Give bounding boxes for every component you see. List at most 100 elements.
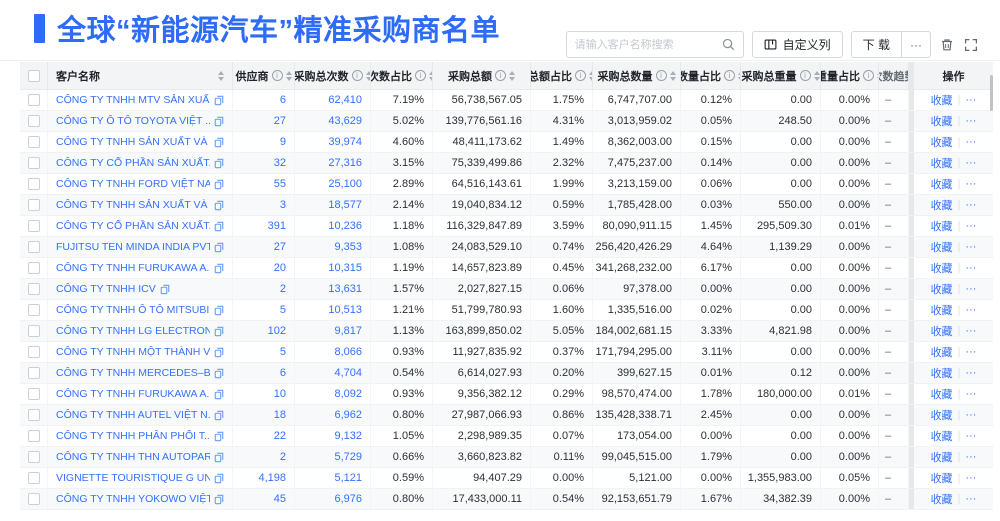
favorite-button[interactable]: 收藏	[930, 452, 953, 464]
copy-icon[interactable]	[214, 263, 224, 274]
row-checkbox[interactable]	[27, 472, 40, 484]
row-checkbox[interactable]	[27, 346, 40, 358]
sort-icon[interactable]	[877, 70, 878, 81]
row-more-button[interactable]: ···	[965, 388, 977, 400]
row-more-button[interactable]: ···	[965, 199, 977, 211]
header-qty-pct[interactable]: 数量占比 i	[681, 62, 741, 89]
row-more-button[interactable]: ···	[965, 220, 977, 232]
row-checkbox[interactable]	[27, 94, 40, 106]
row-more-button[interactable]: ···	[965, 409, 977, 421]
favorite-button[interactable]: 收藏	[930, 95, 953, 107]
header-purchase-qty[interactable]: 采购总数量 i	[593, 62, 681, 89]
sort-icon[interactable]	[218, 70, 224, 81]
header-times-pct[interactable]: 次数占比 i	[371, 62, 433, 89]
customer-name-link[interactable]: CÔNG TY CỔ PHẦN SẢN XUẤT...	[56, 220, 210, 232]
favorite-button[interactable]: 收藏	[930, 200, 953, 212]
row-checkbox[interactable]	[27, 409, 40, 421]
row-more-button[interactable]: ···	[965, 136, 977, 148]
row-more-button[interactable]: ···	[965, 157, 977, 169]
copy-icon[interactable]	[214, 473, 224, 484]
customer-search-box[interactable]	[565, 31, 744, 58]
customer-name-link[interactable]: CÔNG TY TNHH MỘT THÀNH V...	[56, 346, 210, 358]
row-more-button[interactable]: ···	[965, 451, 977, 463]
copy-icon[interactable]	[214, 452, 224, 463]
row-checkbox[interactable]	[27, 199, 40, 211]
customer-name-link[interactable]: CÔNG TY TNHH SẢN XUẤT VÀ ...	[56, 199, 210, 211]
customize-columns-button[interactable]: 自定义列	[751, 31, 843, 58]
copy-icon[interactable]	[214, 242, 224, 253]
sort-icon[interactable]	[365, 70, 370, 81]
favorite-button[interactable]: 收藏	[930, 263, 953, 275]
row-checkbox[interactable]	[27, 367, 40, 379]
customer-name-link[interactable]: CÔNG TY TNHH Ô TÔ MITSUBI...	[56, 304, 210, 316]
row-checkbox[interactable]	[27, 241, 40, 253]
row-more-button[interactable]: ···	[965, 262, 977, 274]
copy-icon[interactable]	[214, 389, 224, 400]
row-checkbox[interactable]	[27, 430, 40, 442]
info-icon[interactable]: i	[863, 70, 874, 81]
favorite-button[interactable]: 收藏	[930, 368, 953, 380]
sort-icon[interactable]	[669, 70, 676, 81]
row-more-button[interactable]: ···	[965, 430, 977, 442]
copy-icon[interactable]	[214, 95, 224, 106]
header-amount-pct[interactable]: 总额占比 i	[531, 62, 593, 89]
copy-icon[interactable]	[160, 284, 170, 295]
row-more-button[interactable]: ···	[965, 472, 977, 484]
copy-icon[interactable]	[214, 326, 224, 337]
info-icon[interactable]: i	[271, 70, 283, 81]
row-checkbox[interactable]	[27, 493, 40, 505]
favorite-button[interactable]: 收藏	[930, 221, 953, 233]
favorite-button[interactable]: 收藏	[930, 284, 953, 296]
customer-name-link[interactable]: CÔNG TY TNHH ICV	[56, 283, 156, 295]
favorite-button[interactable]: 收藏	[930, 242, 953, 254]
row-checkbox[interactable]	[27, 451, 40, 463]
customer-name-link[interactable]: CÔNG TY TNHH SẢN XUẤT VÀ ...	[56, 136, 210, 148]
customer-name-link[interactable]: CÔNG TY TNHH AUTEL VIỆT N...	[56, 409, 210, 421]
sort-icon[interactable]	[509, 70, 515, 81]
row-more-button[interactable]: ···	[965, 178, 977, 190]
info-icon[interactable]: i	[351, 70, 363, 81]
favorite-button[interactable]: 收藏	[930, 116, 953, 128]
download-button[interactable]: 下 载	[850, 31, 902, 58]
info-icon[interactable]: i	[575, 70, 586, 81]
header-customer-name[interactable]: 客户名称	[48, 62, 233, 89]
favorite-button[interactable]: 收藏	[930, 410, 953, 422]
row-checkbox[interactable]	[27, 325, 40, 337]
copy-icon[interactable]	[214, 221, 224, 232]
toolbar-more-button[interactable]: ···	[902, 31, 931, 58]
vertical-scrollbar[interactable]	[990, 75, 993, 111]
info-icon[interactable]: i	[724, 70, 735, 81]
favorite-button[interactable]: 收藏	[930, 179, 953, 191]
header-supplier[interactable]: 供应商 i	[233, 62, 295, 89]
row-more-button[interactable]: ···	[965, 304, 977, 316]
info-icon[interactable]: i	[415, 70, 426, 81]
copy-icon[interactable]	[214, 431, 224, 442]
delete-list-button[interactable]	[939, 38, 955, 52]
info-icon[interactable]: i	[799, 70, 811, 81]
customer-name-link[interactable]: CÔNG TY TNHH MERCEDES–B...	[56, 367, 210, 379]
search-input[interactable]	[574, 38, 716, 51]
row-more-button[interactable]: ···	[965, 94, 977, 106]
search-icon[interactable]	[722, 38, 735, 51]
row-more-button[interactable]: ···	[965, 346, 977, 358]
customer-name-link[interactable]: VIGNETTE TOURISTIQUE G UNI...	[56, 472, 210, 484]
customer-name-link[interactable]: CÔNG TY TNHH PHÂN PHỐI T...	[56, 430, 210, 442]
sort-icon[interactable]	[429, 70, 432, 81]
customer-name-link[interactable]: CÔNG TY TNHH MTV SẢN XUẤ...	[56, 94, 210, 106]
row-checkbox[interactable]	[27, 388, 40, 400]
customer-name-link[interactable]: CÔNG TY TNHH YOKOWO VIỆT...	[56, 493, 210, 505]
customer-name-link[interactable]: CÔNG TY TNHH FURUKAWA A...	[56, 388, 210, 400]
customer-name-link[interactable]: CÔNG TY TNHH FORD VIỆT NAM	[56, 178, 210, 190]
row-checkbox[interactable]	[27, 283, 40, 295]
select-all-checkbox[interactable]	[27, 69, 40, 82]
favorite-button[interactable]: 收藏	[930, 431, 953, 443]
sort-icon[interactable]	[813, 70, 820, 81]
row-checkbox[interactable]	[27, 115, 40, 127]
copy-icon[interactable]	[214, 305, 224, 316]
customer-name-link[interactable]: CÔNG TY TNHH LG ELECTRON...	[56, 325, 210, 337]
header-purchase-weight[interactable]: 采购总重量 i	[741, 62, 821, 89]
row-checkbox[interactable]	[27, 136, 40, 148]
favorite-button[interactable]: 收藏	[930, 473, 953, 485]
copy-icon[interactable]	[214, 410, 224, 421]
copy-icon[interactable]	[214, 368, 224, 379]
